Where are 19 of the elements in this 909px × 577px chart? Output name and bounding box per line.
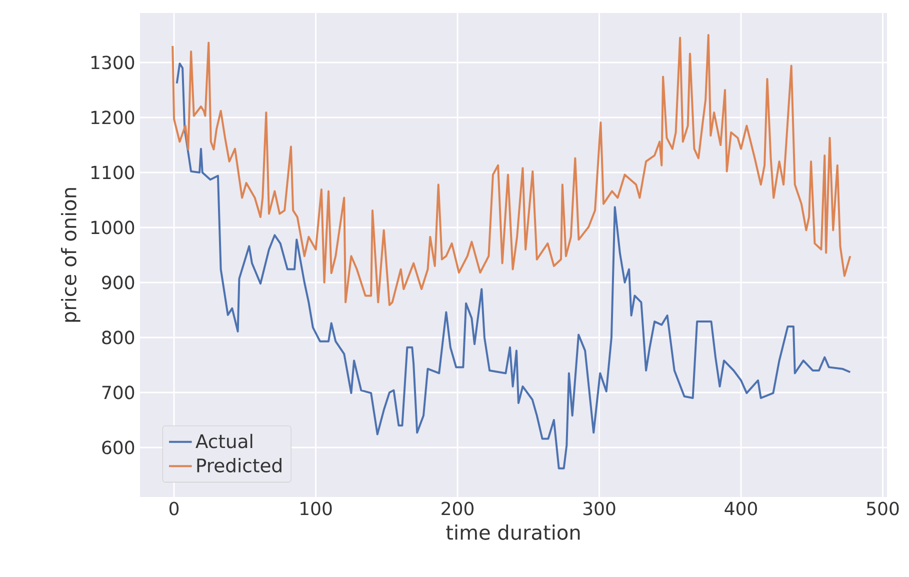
y-tick-label: 800 (102, 330, 134, 344)
x-tick-label: 200 (442, 502, 474, 516)
y-axis-title: price of onion (60, 188, 80, 322)
legend-label: Actual (196, 434, 252, 448)
x-tick-label: 100 (300, 502, 332, 516)
legend-label: Predicted (197, 458, 282, 472)
y-tick-label: 1200 (91, 110, 134, 124)
x-tick-label: 500 (866, 502, 899, 516)
x-axis-title: time duration (446, 524, 580, 540)
y-tick-label: 900 (102, 276, 134, 290)
x-tick-label: 400 (724, 502, 757, 516)
y-tick-label: 1300 (91, 56, 134, 70)
x-tick-label: 300 (583, 502, 616, 516)
y-tick-label: 1100 (91, 166, 134, 180)
y-tick-label: 600 (102, 440, 134, 454)
x-tick-label: 0 (169, 502, 179, 516)
y-tick-label: 700 (102, 386, 134, 400)
y-tick-label: 1000 (91, 220, 134, 234)
line-series (172, 34, 852, 306)
